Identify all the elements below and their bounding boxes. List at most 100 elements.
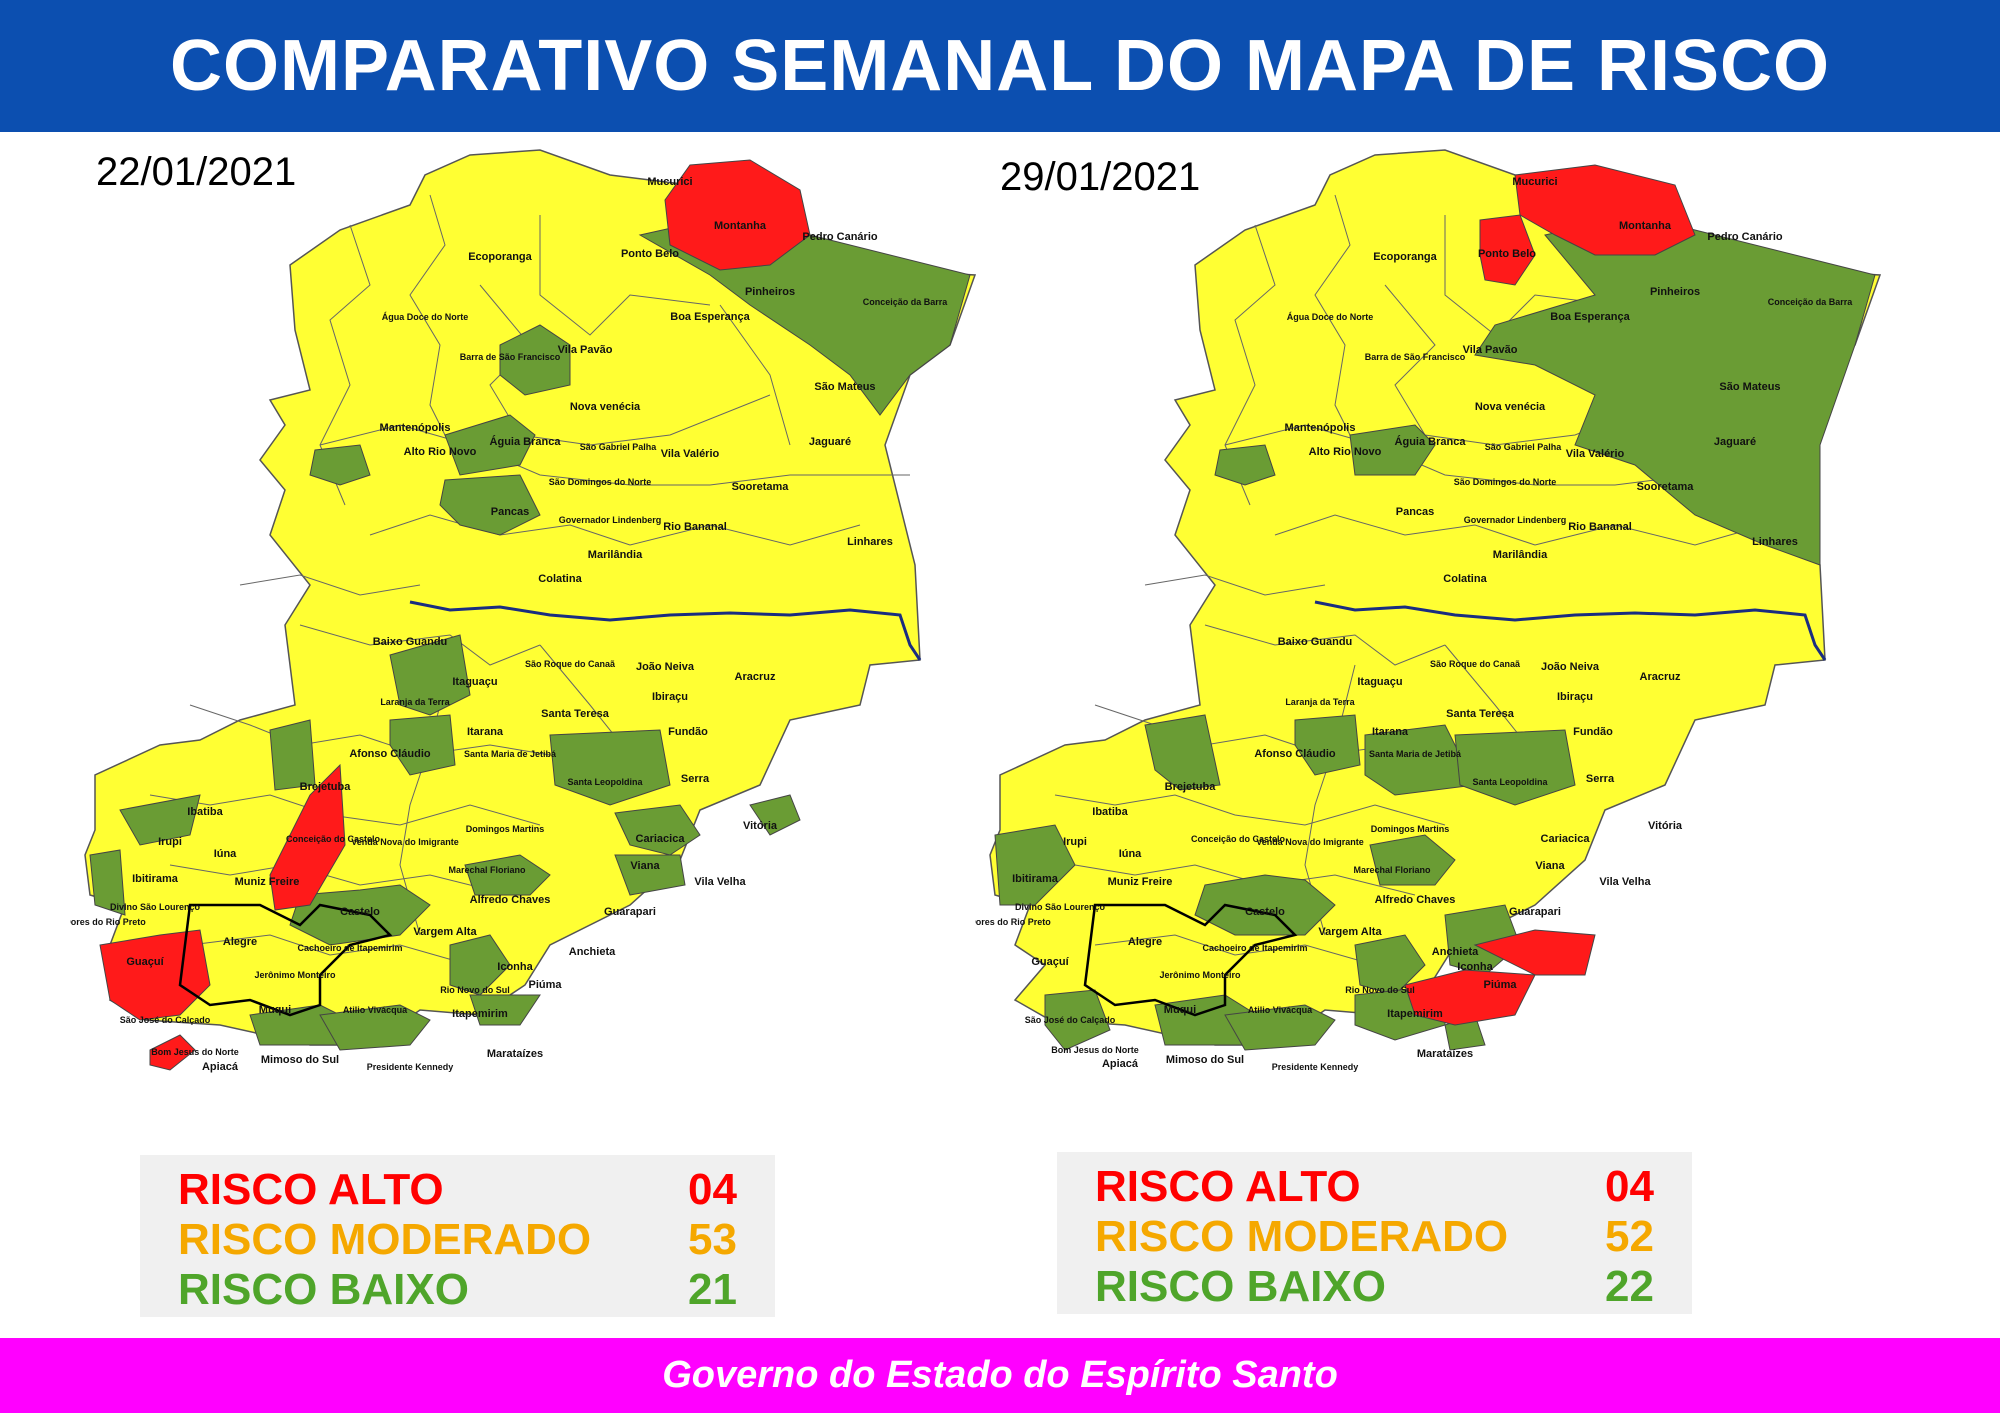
legend-row-moderado: RISCO MODERADO 53: [178, 1215, 737, 1265]
label-vargem-alta: Vargem Alta: [413, 926, 477, 938]
label-sao-jose-calcado: São José do Calçado: [120, 1015, 211, 1025]
label-ponto-belo: Ponto Belo: [621, 248, 679, 260]
label-domingos-martins: Domingos Martins: [1371, 824, 1450, 834]
label-pinheiros: Pinheiros: [745, 286, 795, 298]
label-jaguare: Jaguaré: [809, 436, 851, 448]
label-cariacica: Cariacica: [1541, 833, 1591, 845]
label-itapemirim: Itapemirim: [452, 1008, 508, 1020]
label-cachoeiro: Cachoeiro de Itapemirim: [1202, 943, 1307, 953]
label-barra-sao-francisco: Barra de São Francisco: [1365, 352, 1466, 362]
label-serra: Serra: [1586, 773, 1615, 785]
legend-row-moderado: RISCO MODERADO 52: [1095, 1212, 1654, 1262]
label-pedro-canario: Pedro Canário: [1707, 231, 1782, 243]
label-santa-maria: Santa Maria de Jetibá: [1369, 749, 1462, 759]
label-ibiracu: Ibiraçu: [652, 691, 688, 703]
label-vila-velha: Vila Velha: [1599, 876, 1651, 888]
label-mantenopolis: Mantenópolis: [380, 422, 451, 434]
label-ibatiba: Ibatiba: [187, 806, 223, 818]
label-venda-nova: Venda Nova do Imigrante: [351, 837, 459, 847]
label-iconha: Iconha: [497, 961, 533, 973]
caparao-outline: [1083, 903, 1298, 1017]
label-atilio-vivacqua: Atilio Vivácqua: [343, 1005, 408, 1015]
label-aracruz: Aracruz: [1640, 671, 1681, 683]
legend-label: RISCO BAIXO: [1095, 1262, 1386, 1311]
label-vitoria: Vitória: [743, 820, 778, 832]
label-sao-mateus: São Mateus: [814, 381, 875, 393]
label-santa-teresa: Santa Teresa: [541, 708, 610, 720]
label-mucurici: Mucurici: [1512, 176, 1557, 188]
label-ecoporanga: Ecoporanga: [1373, 251, 1437, 263]
label-itapemirim: Itapemirim: [1387, 1008, 1443, 1020]
label-ecoporanga: Ecoporanga: [468, 251, 532, 263]
label-sao-roque: São Roque do Canaã: [1430, 659, 1521, 669]
label-dores-rio-preto: Dores do Rio Preto: [975, 917, 1051, 927]
label-cariacica: Cariacica: [636, 833, 686, 845]
label-gov-lindenberg: Governador Lindenberg: [1464, 515, 1567, 525]
label-rio-bananal: Rio Bananal: [1568, 521, 1632, 533]
label-mantenopolis: Mantenópolis: [1285, 422, 1356, 434]
legend-value: 04: [688, 1165, 737, 1214]
label-iuna: Iúna: [214, 848, 237, 860]
label-santa-leopoldina: Santa Leopoldina: [567, 777, 643, 787]
label-alfredo-chaves: Alfredo Chaves: [470, 894, 551, 906]
map-date-right: 29/01/2021: [1000, 155, 1201, 199]
label-pedro-canario: Pedro Canário: [802, 231, 877, 243]
label-sao-gabriel: São Gabriel Palha: [580, 442, 658, 452]
map-svg-left: Mucurici Montanha Pedro Canário Ecoporan…: [64, 149, 977, 1073]
label-domingos-martins: Domingos Martins: [466, 824, 545, 834]
label-agua-doce: Água Doce do Norte: [1287, 312, 1374, 322]
label-sao-roque: São Roque do Canaã: [525, 659, 616, 669]
label-montanha: Montanha: [714, 220, 767, 232]
risk-legend-left: RISCO ALTO 04 RISCO MODERADO 53 RISCO BA…: [140, 1155, 775, 1317]
legend-value: 52: [1605, 1212, 1654, 1261]
label-vila-pavao: Vila Pavão: [558, 344, 613, 356]
label-barra-sao-francisco: Barra de São Francisco: [460, 352, 561, 362]
legend-value: 04: [1605, 1162, 1654, 1211]
label-divino-sao-lourenco: Divino São Lourenço: [1015, 902, 1106, 912]
label-irupi: Irupi: [1063, 836, 1087, 848]
label-joao-neiva: João Neiva: [636, 661, 695, 673]
label-vila-valerio: Vila Valério: [1566, 448, 1625, 460]
label-joao-neiva: João Neiva: [1541, 661, 1600, 673]
legend-value: 22: [1605, 1262, 1654, 1311]
label-sao-gabriel: São Gabriel Palha: [1485, 442, 1563, 452]
label-itarana: Itarana: [1372, 726, 1409, 738]
label-ibitirama: Ibitirama: [1012, 873, 1059, 885]
page-title: COMPARATIVO SEMANAL DO MAPA DE RISCO: [169, 26, 1831, 106]
label-guarapari: Guarapari: [1509, 906, 1561, 918]
legend-row-alto: RISCO ALTO 04: [178, 1165, 737, 1215]
label-vitoria: Vitória: [1648, 820, 1683, 832]
label-mimoso-do-sul: Mimoso do Sul: [261, 1054, 339, 1066]
label-ibiracu: Ibiraçu: [1557, 691, 1593, 703]
label-pancas: Pancas: [1396, 506, 1435, 518]
label-mucurici: Mucurici: [647, 176, 692, 188]
label-venda-nova: Venda Nova do Imigrante: [1256, 837, 1364, 847]
label-brejetuba: Brejetuba: [1165, 781, 1217, 793]
label-boa-esperanca: Boa Esperança: [1550, 311, 1630, 323]
legend-value: 21: [688, 1265, 737, 1314]
municipality-labels-left: Mucurici Montanha Pedro Canário Ecoporan…: [64, 176, 948, 1073]
label-viana: Viana: [1535, 860, 1565, 872]
label-irupi: Irupi: [158, 836, 182, 848]
legend-row-baixo: RISCO BAIXO 22: [1095, 1262, 1654, 1312]
legend-label: RISCO MODERADO: [1095, 1212, 1509, 1261]
legend-row-baixo: RISCO BAIXO 21: [178, 1265, 737, 1315]
label-rio-novo-do-sul: Rio Novo do Sul: [440, 985, 510, 995]
label-divino-sao-lourenco: Divino São Lourenço: [110, 902, 201, 912]
label-alfredo-chaves: Alfredo Chaves: [1375, 894, 1456, 906]
legend-label: RISCO ALTO: [1095, 1162, 1361, 1211]
label-alegre: Alegre: [223, 936, 257, 948]
label-muniz-freire: Muniz Freire: [1108, 876, 1173, 888]
label-boa-esperanca: Boa Esperança: [670, 311, 750, 323]
label-rio-novo-do-sul: Rio Novo do Sul: [1345, 985, 1415, 995]
map-svg-right: Mucurici Montanha Pedro Canário Ecoporan…: [969, 149, 1882, 1072]
label-alegre: Alegre: [1128, 936, 1162, 948]
label-itaguacu: Itaguaçu: [1357, 676, 1402, 688]
risk-map-right: Mucurici Montanha Pedro Canário Ecoporan…: [969, 145, 1915, 1135]
label-baixo-guandu: Baixo Guandu: [373, 636, 448, 648]
label-pancas: Pancas: [491, 506, 530, 518]
label-mimoso-do-sul: Mimoso do Sul: [1166, 1054, 1244, 1066]
label-serra: Serra: [681, 773, 710, 785]
label-ibitirama: Ibitirama: [132, 873, 179, 885]
label-sao-domingos: São Domingos do Norte: [1454, 477, 1557, 487]
